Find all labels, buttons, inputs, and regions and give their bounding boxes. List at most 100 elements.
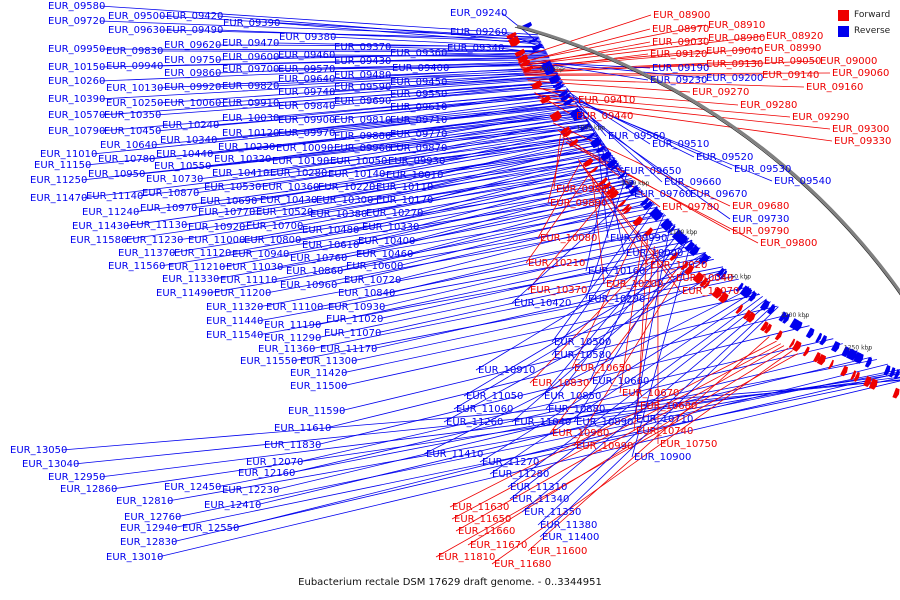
gene-label: EUR_12450 xyxy=(164,482,221,493)
reverse-gene-arrow xyxy=(831,341,841,353)
gene-label: EUR_10350 xyxy=(104,110,161,121)
gene-leader-line xyxy=(427,152,611,201)
gene-label: EUR_09190 xyxy=(652,63,709,74)
gene-label: EUR_10960 xyxy=(280,280,337,291)
gene-leader-line xyxy=(529,249,659,384)
reverse-gene-arrow xyxy=(850,350,858,361)
gene-leader-line xyxy=(191,148,609,209)
gene-leader-line xyxy=(341,286,750,374)
gene-label: EUR_10710 xyxy=(636,414,693,425)
gene-label: EUR_10150 xyxy=(48,62,105,73)
gene-label: EUR_08990 xyxy=(764,43,821,54)
gene-leader-line xyxy=(463,252,706,397)
gene-leader-line xyxy=(273,42,545,48)
gene-label: EUR_11280 xyxy=(492,469,549,480)
gene-label: EUR_10690 xyxy=(200,196,257,207)
reverse-gene-arrow xyxy=(649,207,660,218)
gene-label: EUR_11150 xyxy=(34,160,91,171)
gene-label: EUR_11140 xyxy=(86,191,143,202)
gene-leader-line xyxy=(177,169,625,241)
reverse-gene-arrow xyxy=(541,60,551,68)
gene-leader-line xyxy=(491,350,793,565)
reverse-gene-arrow xyxy=(778,311,787,322)
gene-leader-line xyxy=(585,172,628,300)
gene-leader-line xyxy=(91,106,579,155)
gene-label: EUR_10430 xyxy=(260,195,317,206)
genome-backbone xyxy=(514,24,900,296)
forward-gene-arrow xyxy=(791,340,802,352)
gene-label: EUR_09620 xyxy=(164,40,221,51)
forward-gene-arrow xyxy=(523,65,534,73)
gene-label: EUR_09680 xyxy=(732,201,789,212)
gene-leader-line xyxy=(619,234,644,394)
reverse-gene-arrow xyxy=(624,180,635,190)
gene-label: EUR_10830 xyxy=(532,378,589,389)
reverse-gene-arrow xyxy=(688,244,698,255)
forward-gene-arrow xyxy=(582,157,594,168)
gene-leader-line xyxy=(85,115,585,166)
gene-label: EUR_10170 xyxy=(376,195,433,206)
gene-label: EUR_10090 xyxy=(276,143,333,154)
gene-label: EUR_12160 xyxy=(238,468,295,479)
gene-leader-line xyxy=(369,140,602,188)
gene-label: EUR_09420 xyxy=(166,11,223,22)
forward-gene-arrow xyxy=(669,251,679,261)
gene-label: EUR_09120 xyxy=(650,49,707,60)
gene-leader-line xyxy=(545,234,686,410)
gene-label: EUR_11420 xyxy=(290,368,347,379)
gene-leader-line xyxy=(395,212,664,281)
gene-label: EUR_11380 xyxy=(540,520,597,531)
gene-leader-line xyxy=(99,48,546,51)
gene-leader-line xyxy=(155,84,565,116)
gene-leader-line xyxy=(265,117,586,160)
axis-tick-label: 1250 kbp xyxy=(844,345,872,352)
gene-label: EUR_11190 xyxy=(264,320,321,331)
gene-label: EUR_09870 xyxy=(390,143,447,154)
reverse-gene-arrow xyxy=(815,332,823,343)
gene-label: EUR_09460 xyxy=(278,50,335,61)
gene-label: EUR_09290 xyxy=(792,112,849,123)
gene-leader-line xyxy=(217,29,542,43)
gene-label: EUR_09300 xyxy=(832,124,889,135)
gene-label: EUR_10950 xyxy=(88,169,145,180)
gene-leader-line xyxy=(315,244,697,326)
gene-label: EUR_11260 xyxy=(446,417,503,428)
gene-leader-line xyxy=(175,369,900,518)
forward-gene-arrow xyxy=(850,370,857,381)
forward-gene-arrow xyxy=(828,359,834,370)
axis-tick-mark xyxy=(803,313,808,320)
gene-label: EUR_09600 xyxy=(222,52,279,63)
forward-gene-arrow xyxy=(514,48,526,57)
gene-label: EUR_09590 xyxy=(334,82,391,93)
gene-leader-line xyxy=(167,371,900,502)
gene-leader-line xyxy=(574,101,773,182)
gene-leader-line xyxy=(329,54,550,58)
gene-leader-line xyxy=(99,73,559,100)
gene-label: EUR_09720 xyxy=(48,16,105,27)
gene-label: EUR_09030 xyxy=(652,37,709,48)
gene-label: EUR_09580 xyxy=(48,1,105,12)
gene-label: EUR_12410 xyxy=(204,500,261,511)
reverse-gene-arrow xyxy=(531,43,543,51)
gene-leader-line xyxy=(453,256,712,410)
gene-leader-line xyxy=(569,92,651,145)
forward-gene-arrow xyxy=(562,129,573,138)
gene-label: EUR_11070 xyxy=(324,328,381,339)
gene-label: EUR_11660 xyxy=(458,526,515,537)
forward-gene-arrow xyxy=(540,95,551,104)
gene-label: EUR_11440 xyxy=(206,316,263,327)
gene-label: EUR_09800 xyxy=(760,238,817,249)
gene-label: EUR_09810 xyxy=(334,115,391,126)
gene-label: EUR_10060 xyxy=(164,98,221,109)
gene-label: EUR_09550 xyxy=(390,89,447,100)
gene-label: EUR_10200 xyxy=(606,279,663,290)
gene-label: EUR_09630 xyxy=(108,25,165,36)
gene-leader-line xyxy=(329,84,565,107)
reverse-gene-arrow xyxy=(548,74,559,82)
gene-leader-line xyxy=(509,298,767,500)
gene-label: EUR_10210 xyxy=(528,258,585,269)
gene-leader-line xyxy=(551,202,655,343)
reverse-gene-arrow xyxy=(542,63,553,71)
gene-leader-line xyxy=(547,139,565,204)
gene-label: EUR_09850 xyxy=(556,184,613,195)
